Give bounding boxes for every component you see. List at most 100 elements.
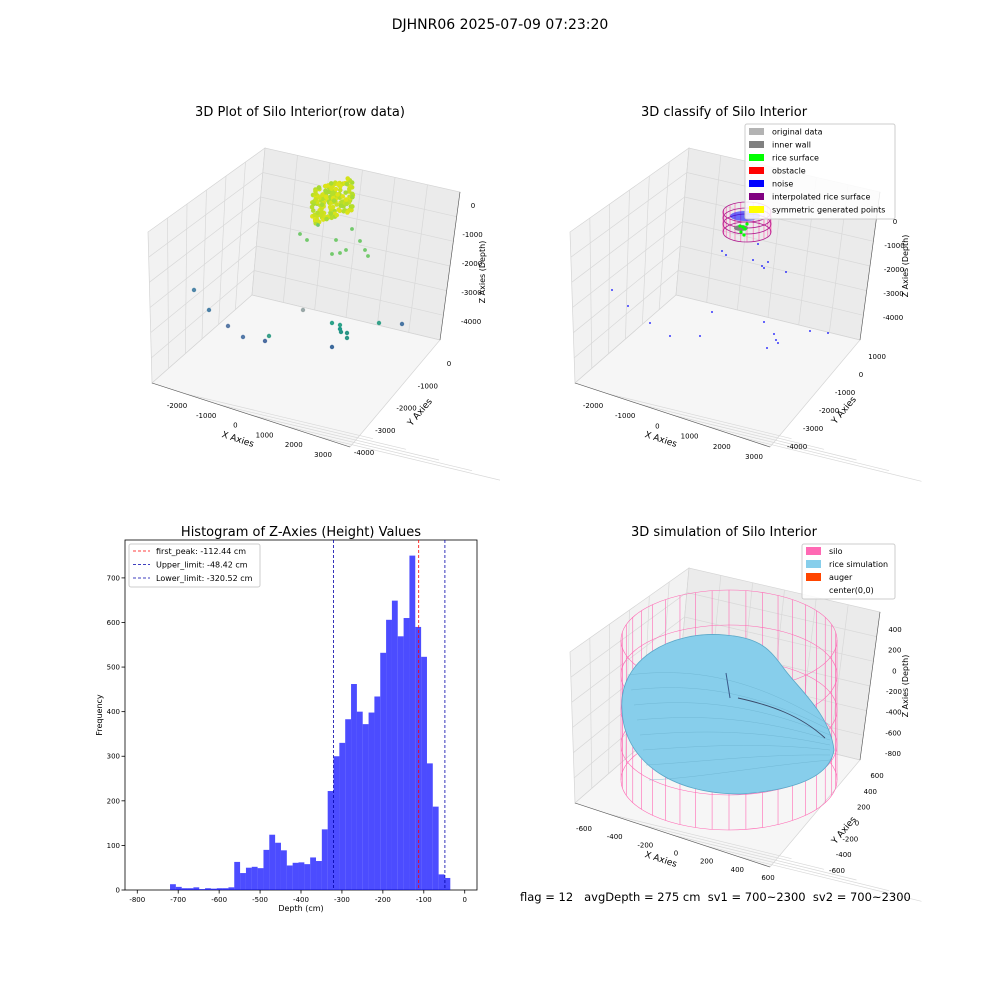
tick-label: -1000 [462,231,482,239]
histogram-bar [391,600,398,890]
raw-data-point [333,186,339,192]
raw-data-point [310,208,316,213]
tick-label: 400 [888,626,901,634]
tick-label: -2000 [884,266,904,274]
raw-data-point [329,320,335,326]
raw-data-point [323,188,328,194]
z-axis-line [859,611,881,761]
raw-data-point [317,195,323,201]
histogram-reference-lines [333,540,446,890]
rice-surface-point [745,222,749,226]
tick-label: 0 [859,371,863,379]
raw-data-point [345,176,351,181]
tick-label: 3000 [314,451,332,459]
rice-surface-point [743,227,747,231]
tick-label: -600 [576,825,592,833]
histogram-bar [415,626,422,890]
tick-label: -800 [885,750,901,758]
histogram-bar [374,696,381,890]
noise-point [763,267,765,269]
histogram-bar [397,636,404,890]
noise-point [827,332,829,334]
tick-label: 2000 [713,443,731,451]
tick-label: 1000 [681,433,699,441]
raw-data-point [344,335,350,341]
legend-swatch [749,206,764,213]
pane-grid-line [283,425,473,472]
raw-points [191,176,405,350]
tick-label: -2000 [819,407,839,415]
histogram-bar [409,555,416,890]
noise-point [669,335,671,337]
noise-point [627,305,629,307]
tick-label: -2000 [396,405,416,413]
legend-swatch [749,167,764,174]
classify-zlabel: Z Axies (Depth) [901,235,910,298]
pane-grid-line [672,414,857,461]
histogram-bar [316,861,322,890]
pane-grid-line [639,403,825,450]
classify-3d-plot: 3D classify of Silo Interior -2000 -1000 0… [569,105,922,482]
pane-grid-line [639,823,825,870]
raw-plot-title: 3D Plot of Silo Interior(row data) [195,105,405,120]
simulation-tick-labels: -600 -400 -200 0 200 400 600 600 400 200 0 -200 -400… [576,626,902,882]
legend-label: inner wall [772,141,811,150]
tick-label: -2000 [167,402,187,410]
raw-data-point [206,307,212,313]
noise-point [785,271,787,273]
histogram-y-tick-label: 600 [107,619,120,627]
histogram-bar [438,874,445,890]
raw-data-point [335,192,340,197]
raw-data-point [344,181,350,187]
z-axis-line [439,191,461,341]
pane-grid-line [737,855,922,902]
histogram-x-tick-label: -800 [129,896,145,904]
tick-label: 0 [655,422,659,430]
raw-data-point [341,208,346,214]
histogram-y-tick-label: 500 [107,664,120,672]
histogram-ylabel: Frequency [95,694,104,736]
x-axis-line [574,382,771,448]
noise-point [767,261,769,263]
tick-label: -2000 [583,402,603,410]
raw-data-point [334,238,338,242]
histogram-y-tick-label: 200 [107,797,120,805]
histogram-bar [175,886,182,890]
raw-data-point [343,197,349,202]
tick-label: -3000 [375,427,395,435]
raw-3d-axes-box [147,147,500,481]
raw-data-point [262,338,268,344]
simulation-plot-title: 3D simulation of Silo Interior [631,525,818,540]
histogram-bar [181,888,188,890]
histogram-bar [234,861,241,890]
raw-data-point [340,194,346,199]
histogram-bar [286,865,293,890]
legend-swatch [806,586,821,594]
simulation-3d-plot: 3D simulation of Silo Interior -600-400-… [569,525,922,902]
raw-zlabel: Z Axies (Depth) [478,241,487,304]
tick-label: -3000 [803,425,823,433]
legend-swatch [806,573,821,581]
noise-point [775,339,777,341]
tick-label: -1000 [615,412,635,420]
histogram-x-tick-label: -400 [293,896,309,904]
tick-label: 1000 [868,353,886,361]
raw-data-point [323,194,329,200]
raw-data-point [315,210,320,216]
raw-data-point [327,204,333,210]
classify-tick-labels: -2000 -1000 0 1000 2000 3000 1000 0 -1000 -2000 -3… [583,218,905,461]
legend-swatch [749,193,764,200]
pane-grid-line [250,414,440,461]
tick-label: -600 [885,729,901,737]
pane-grid-line [704,845,890,892]
legend-swatch [806,560,821,568]
raw-data-point [320,192,325,198]
tick-label: -4000 [787,443,807,451]
raw-data-point [328,181,334,186]
raw-data-point [350,204,355,209]
tick-label: 1000 [256,431,274,439]
pane-grid-line [704,425,890,472]
raw-data-point [344,248,348,252]
tick-label: -4000 [883,314,903,322]
